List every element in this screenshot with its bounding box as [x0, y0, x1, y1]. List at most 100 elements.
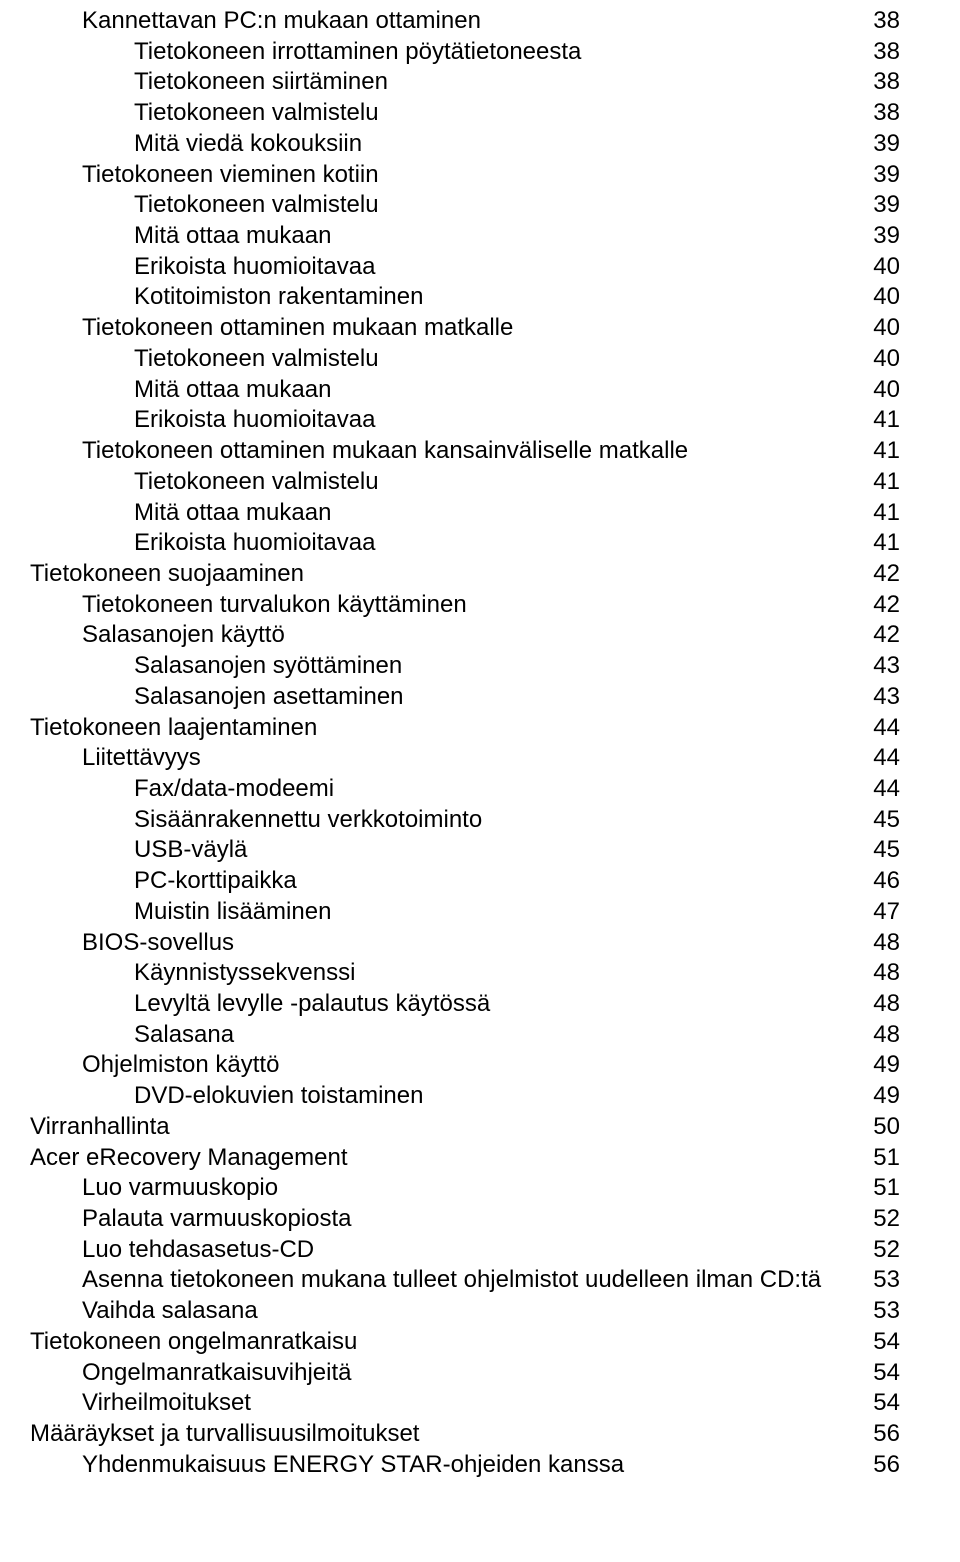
toc-row: USB-väylä45 [30, 835, 900, 866]
toc-row: Levyltä levylle -palautus käytössä48 [30, 989, 900, 1020]
toc-label: Yhdenmukaisuus ENERGY STAR-ohjeiden kans… [30, 1450, 864, 1481]
toc-row: Yhdenmukaisuus ENERGY STAR-ohjeiden kans… [30, 1450, 900, 1481]
toc-row: Tietokoneen suojaaminen42 [30, 559, 900, 590]
toc-label: Virranhallinta [30, 1112, 864, 1143]
toc-page-number: 39 [864, 221, 900, 252]
toc-page-number: 44 [864, 743, 900, 774]
toc-label: Tietokoneen ottaminen mukaan kansainväli… [30, 436, 864, 467]
toc-page-number: 45 [864, 805, 900, 836]
toc-label: Palauta varmuuskopiosta [30, 1204, 864, 1235]
toc-row: Käynnistyssekvenssi48 [30, 958, 900, 989]
toc-page: Kannettavan PC:n mukaan ottaminen38Tieto… [0, 0, 960, 1562]
toc-label: Tietokoneen suojaaminen [30, 559, 864, 590]
toc-row: Ongelmanratkaisuvihjeitä54 [30, 1358, 900, 1389]
toc-page-number: 52 [864, 1235, 900, 1266]
toc-page-number: 38 [864, 6, 900, 37]
toc-row: Asenna tietokoneen mukana tulleet ohjelm… [30, 1265, 900, 1296]
toc-page-number: 50 [864, 1112, 900, 1143]
toc-label: Ongelmanratkaisuvihjeitä [30, 1358, 864, 1389]
toc-page-number: 38 [864, 67, 900, 98]
toc-label: PC-korttipaikka [30, 866, 864, 897]
toc-page-number: 44 [864, 713, 900, 744]
toc-page-number: 41 [864, 498, 900, 529]
toc-label: Erikoista huomioitavaa [30, 405, 864, 436]
toc-row: Salasanojen syöttäminen43 [30, 651, 900, 682]
toc-page-number: 40 [864, 282, 900, 313]
toc-label: Kotitoimiston rakentaminen [30, 282, 864, 313]
toc-row: Salasana48 [30, 1020, 900, 1051]
toc-page-number: 52 [864, 1204, 900, 1235]
toc-row: Salasanojen käyttö42 [30, 620, 900, 651]
toc-page-number: 42 [864, 590, 900, 621]
toc-row: Liitettävyys44 [30, 743, 900, 774]
toc-page-number: 49 [864, 1050, 900, 1081]
toc-row: Virranhallinta50 [30, 1112, 900, 1143]
toc-label: Tietokoneen ongelmanratkaisu [30, 1327, 864, 1358]
toc-label: Salasana [30, 1020, 864, 1051]
toc-row: Kotitoimiston rakentaminen40 [30, 282, 900, 313]
toc-page-number: 56 [864, 1450, 900, 1481]
toc-page-number: 53 [864, 1265, 900, 1296]
toc-label: Tietokoneen ottaminen mukaan matkalle [30, 313, 864, 344]
toc-label: Kannettavan PC:n mukaan ottaminen [30, 6, 864, 37]
toc-row: Acer eRecovery Management51 [30, 1143, 900, 1174]
toc-label: Käynnistyssekvenssi [30, 958, 864, 989]
toc-page-number: 47 [864, 897, 900, 928]
toc-label: Määräykset ja turvallisuusilmoitukset [30, 1419, 864, 1450]
toc-row: Vaihda salasana53 [30, 1296, 900, 1327]
toc-label: Salasanojen asettaminen [30, 682, 864, 713]
toc-label: BIOS-sovellus [30, 928, 864, 959]
toc-row: Luo varmuuskopio51 [30, 1173, 900, 1204]
toc-label: Tietokoneen irrottaminen pöytätietoneest… [30, 37, 864, 68]
toc-row: Erikoista huomioitavaa41 [30, 528, 900, 559]
toc-label: Salasanojen syöttäminen [30, 651, 864, 682]
toc-page-number: 45 [864, 835, 900, 866]
toc-label: Mitä ottaa mukaan [30, 221, 864, 252]
toc-page-number: 51 [864, 1173, 900, 1204]
toc-label: Fax/data-modeemi [30, 774, 864, 805]
toc-label: Mitä viedä kokouksiin [30, 129, 864, 160]
toc-label: USB-väylä [30, 835, 864, 866]
toc-page-number: 46 [864, 866, 900, 897]
toc-row: Tietokoneen vieminen kotiin39 [30, 160, 900, 191]
toc-label: Tietokoneen siirtäminen [30, 67, 864, 98]
toc-page-number: 43 [864, 682, 900, 713]
toc-page-number: 54 [864, 1358, 900, 1389]
toc-row: Mitä ottaa mukaan39 [30, 221, 900, 252]
toc-row: Palauta varmuuskopiosta52 [30, 1204, 900, 1235]
toc-row: Tietokoneen valmistelu39 [30, 190, 900, 221]
toc-row: Luo tehdasasetus-CD52 [30, 1235, 900, 1266]
toc-row: Tietokoneen siirtäminen38 [30, 67, 900, 98]
toc-label: Muistin lisääminen [30, 897, 864, 928]
toc-label: Liitettävyys [30, 743, 864, 774]
toc-page-number: 41 [864, 467, 900, 498]
toc-page-number: 39 [864, 190, 900, 221]
toc-label: Luo tehdasasetus-CD [30, 1235, 864, 1266]
toc-label: Levyltä levylle -palautus käytössä [30, 989, 864, 1020]
toc-row: Tietokoneen laajentaminen44 [30, 713, 900, 744]
toc-page-number: 48 [864, 989, 900, 1020]
toc-row: Tietokoneen ottaminen mukaan matkalle40 [30, 313, 900, 344]
toc-row: Erikoista huomioitavaa40 [30, 252, 900, 283]
toc-page-number: 41 [864, 528, 900, 559]
toc-label: Erikoista huomioitavaa [30, 252, 864, 283]
toc-row: Tietokoneen ottaminen mukaan kansainväli… [30, 436, 900, 467]
toc-row: Mitä viedä kokouksiin39 [30, 129, 900, 160]
toc-page-number: 48 [864, 958, 900, 989]
toc-label: Erikoista huomioitavaa [30, 528, 864, 559]
toc-page-number: 42 [864, 620, 900, 651]
toc-list: Kannettavan PC:n mukaan ottaminen38Tieto… [30, 6, 900, 1481]
toc-page-number: 39 [864, 129, 900, 160]
toc-page-number: 54 [864, 1388, 900, 1419]
toc-label: Mitä ottaa mukaan [30, 375, 864, 406]
toc-page-number: 42 [864, 559, 900, 590]
toc-page-number: 38 [864, 37, 900, 68]
toc-row: Kannettavan PC:n mukaan ottaminen38 [30, 6, 900, 37]
toc-row: BIOS-sovellus48 [30, 928, 900, 959]
toc-page-number: 40 [864, 375, 900, 406]
toc-row: Virheilmoitukset54 [30, 1388, 900, 1419]
toc-label: Tietokoneen vieminen kotiin [30, 160, 864, 191]
toc-row: Muistin lisääminen47 [30, 897, 900, 928]
toc-row: Tietokoneen valmistelu38 [30, 98, 900, 129]
toc-label: Tietokoneen valmistelu [30, 467, 864, 498]
